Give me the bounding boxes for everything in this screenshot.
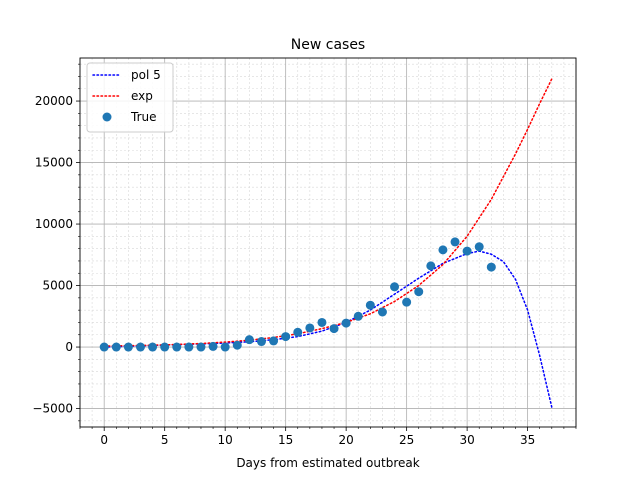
y-tick-label: 15000 [35,156,73,170]
x-tick-label: 0 [100,433,108,447]
y-tick-label: 10000 [35,217,73,231]
plot-area: 0 5 10 15 20 25 30 35 −5000 0 5000 10000 15000 20000 p… [32,57,577,447]
scatter-point [317,317,327,327]
scatter-point [160,342,170,352]
scatter-point [293,327,303,337]
scatter-point [414,287,424,297]
scatter-point [329,324,339,334]
scatter-point [438,245,448,255]
scatter-point [305,323,315,333]
scatter-point [196,342,206,352]
y-tick-label: 5000 [42,279,73,293]
scatter-point [365,300,375,310]
scatter-point [269,336,279,346]
scatter-point [208,341,218,351]
scatter-point [172,342,182,352]
x-tick-label: 10 [218,433,233,447]
scatter-point [474,242,484,252]
scatter-point [256,337,266,347]
scatter-point [450,237,460,247]
scatter-point [402,297,412,307]
scatter-point [220,342,230,352]
y-tick-label: 0 [65,340,73,354]
scatter-point [99,342,109,352]
x-tick-label: 20 [339,433,354,447]
x-tick-label: 30 [459,433,474,447]
scatter-point [111,342,121,352]
chart-title: New cases [291,37,365,53]
scatter-point [462,246,472,256]
scatter-point [486,262,496,272]
scatter-point [390,282,400,292]
scatter-point [135,342,145,352]
legend-label: pol 5 [131,68,161,82]
scatter-point [341,318,351,328]
x-tick-label: 5 [161,433,169,447]
scatter-point [353,311,363,321]
axes-frame [79,57,577,428]
scatter-point [281,332,291,342]
scatter-point [148,342,158,352]
scatter-point [123,342,133,352]
x-axis-label: Days from estimated outbreak [236,456,419,470]
x-tick-label: 15 [278,433,293,447]
y-tick-label: 20000 [35,94,73,108]
x-tick-label: 25 [399,433,414,447]
legend-label: True [130,110,157,124]
scatter-point [184,342,194,352]
legend-swatch [102,112,112,122]
y-tick-label: −5000 [32,402,73,416]
scatter-point [232,340,242,350]
legend-label: exp [131,89,153,103]
scatter-point [377,307,387,317]
scatter-point [426,261,436,271]
x-tick-label: 35 [520,433,535,447]
scatter-point [244,335,254,345]
legend: pol 5 exp True [86,62,174,133]
